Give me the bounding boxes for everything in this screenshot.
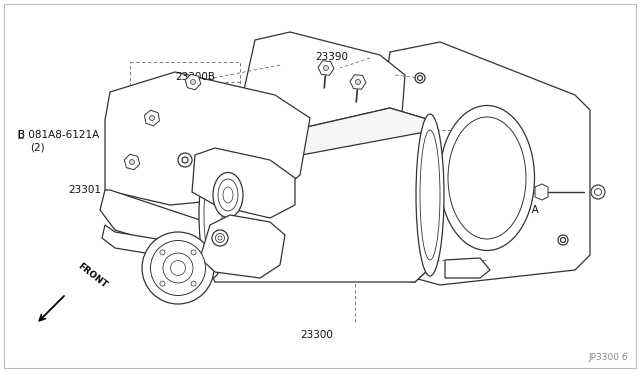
Ellipse shape (191, 250, 196, 255)
Ellipse shape (448, 117, 526, 239)
Polygon shape (240, 32, 405, 158)
Polygon shape (124, 154, 140, 170)
Polygon shape (210, 108, 430, 282)
Polygon shape (192, 148, 295, 218)
Ellipse shape (415, 73, 425, 83)
Text: FRONT: FRONT (76, 262, 109, 290)
Polygon shape (535, 184, 548, 200)
Text: 23300L: 23300L (155, 238, 194, 248)
Ellipse shape (440, 106, 534, 250)
Ellipse shape (218, 179, 238, 211)
Polygon shape (445, 258, 490, 278)
Text: B 081A8-6121A: B 081A8-6121A (18, 130, 99, 140)
Ellipse shape (355, 80, 360, 84)
Ellipse shape (199, 153, 227, 278)
Ellipse shape (216, 234, 225, 243)
Text: 23390+A: 23390+A (490, 205, 539, 215)
Text: JP3300 6: JP3300 6 (588, 353, 628, 362)
Ellipse shape (160, 250, 165, 255)
Polygon shape (105, 72, 310, 205)
Ellipse shape (591, 185, 605, 199)
Ellipse shape (218, 236, 222, 240)
Ellipse shape (204, 167, 222, 263)
Ellipse shape (191, 80, 195, 84)
Ellipse shape (213, 173, 243, 218)
Ellipse shape (558, 235, 568, 245)
Ellipse shape (191, 281, 196, 286)
Ellipse shape (416, 114, 444, 276)
Ellipse shape (323, 65, 328, 71)
Text: 23390: 23390 (315, 52, 348, 62)
Ellipse shape (150, 115, 154, 121)
Ellipse shape (212, 230, 228, 246)
Polygon shape (100, 190, 220, 250)
Ellipse shape (595, 189, 602, 196)
Polygon shape (102, 225, 220, 262)
Text: (2): (2) (30, 143, 45, 153)
Ellipse shape (142, 232, 214, 304)
Ellipse shape (150, 241, 205, 295)
Ellipse shape (182, 157, 188, 163)
Ellipse shape (178, 153, 192, 167)
Ellipse shape (420, 130, 440, 260)
Text: 23301: 23301 (68, 185, 101, 195)
Ellipse shape (160, 281, 165, 286)
Polygon shape (318, 61, 334, 75)
Polygon shape (185, 74, 201, 90)
Polygon shape (145, 110, 159, 126)
Text: 23300: 23300 (300, 330, 333, 340)
Ellipse shape (223, 187, 233, 203)
Text: 23470P: 23470P (445, 265, 484, 275)
Polygon shape (200, 215, 285, 278)
Ellipse shape (561, 237, 566, 243)
Ellipse shape (129, 160, 134, 164)
Ellipse shape (170, 260, 186, 276)
Polygon shape (210, 108, 430, 172)
Text: 23300B: 23300B (175, 72, 215, 82)
Polygon shape (350, 75, 366, 89)
Text: Ⓑ: Ⓑ (18, 128, 24, 138)
Ellipse shape (163, 253, 193, 283)
Polygon shape (385, 42, 590, 285)
Ellipse shape (417, 76, 422, 80)
Ellipse shape (161, 238, 169, 246)
